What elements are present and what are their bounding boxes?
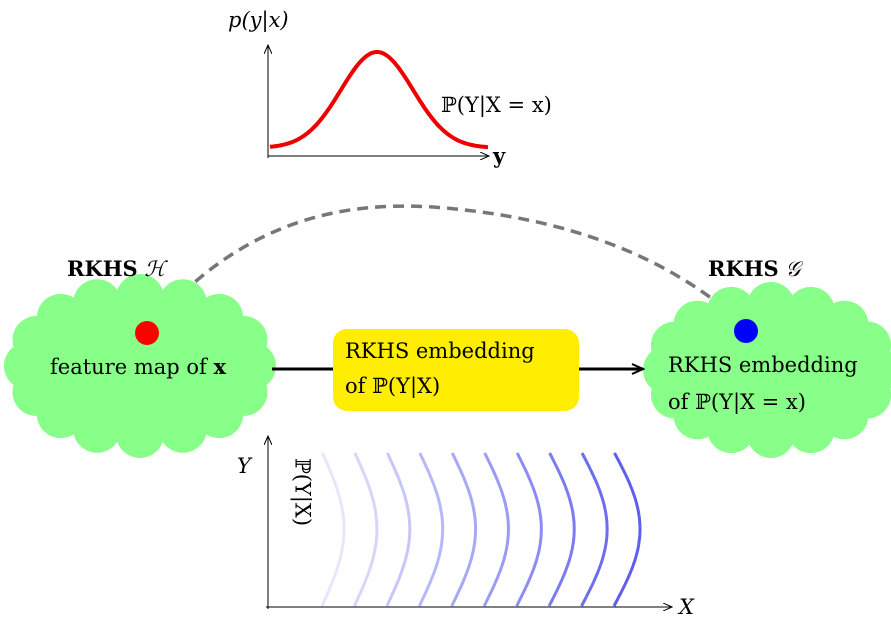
cloud-puff <box>786 405 835 454</box>
left-rkhs-cloud <box>4 274 276 458</box>
conditional-curve <box>612 452 642 607</box>
cloud-puff <box>116 274 164 322</box>
feature-map-text: feature map of <box>50 355 207 379</box>
embedding-point <box>734 319 758 343</box>
operator-box-line2: of ℙ(Y|X) <box>345 374 441 398</box>
right-rkhs-cloud <box>643 282 891 458</box>
bottom-plot-y-label: Y <box>237 454 251 478</box>
cloud-puff <box>158 279 207 328</box>
cloud-body <box>28 298 252 434</box>
cloud-puff <box>116 410 164 458</box>
mapping-arc <box>143 204 747 335</box>
left-rkhs-title: RKHS ℋ <box>67 258 165 280</box>
conditional-curve <box>580 452 609 607</box>
conditional-curve <box>417 452 445 607</box>
cloud-puff <box>73 279 122 328</box>
cloud-body <box>667 306 875 434</box>
left-rkhs-title-prefix: RKHS <box>67 256 138 281</box>
right-rkhs-title-prefix: RKHS <box>708 256 779 281</box>
conditional-curve <box>450 452 478 607</box>
conditional-curves <box>320 452 642 607</box>
conditional-curve <box>515 452 543 607</box>
right-rkhs-symbol: 𝒢 <box>785 257 801 281</box>
cloud-puff <box>843 321 891 370</box>
feature-map-point <box>135 321 159 345</box>
embedding-label-line2: of ℙ(Y|X = x) <box>668 390 806 414</box>
right-rkhs-title: RKHS 𝒢 <box>708 258 800 280</box>
top-plot-x-label: y <box>493 143 506 168</box>
conditional-rotated-label: ℙ(Y|X) <box>290 457 315 527</box>
left-rkhs-symbol: ℋ <box>144 257 166 281</box>
cloud-puff <box>36 293 85 342</box>
operator-box: RKHS embedding of ℙ(Y|X) <box>333 329 579 411</box>
top-plot-y-label: p(y|x) <box>228 8 289 32</box>
operator-box-line1: RKHS embedding <box>345 339 535 363</box>
feature-map-var: x <box>213 354 227 379</box>
gaussian-density-curve <box>269 50 489 150</box>
cloud-puff <box>158 404 207 453</box>
feature-map-label: feature map of x <box>50 356 226 378</box>
cloud-puff <box>73 404 122 453</box>
cloud-puff <box>747 410 795 458</box>
top-plot-curve-label: ℙ(Y|X = x) <box>441 93 552 117</box>
conditional-curve <box>482 452 510 607</box>
conditional-curve <box>385 452 412 607</box>
cloud-puff <box>747 282 795 330</box>
cloud-puff <box>219 316 268 364</box>
bottom-plot-x-label: X <box>679 595 694 619</box>
cloud-puff <box>195 390 244 439</box>
conditional-curve <box>547 452 576 607</box>
conditional-curve <box>353 452 379 607</box>
conditional-curve <box>320 452 346 607</box>
embedding-label-line1: RKHS embedding <box>668 353 858 377</box>
